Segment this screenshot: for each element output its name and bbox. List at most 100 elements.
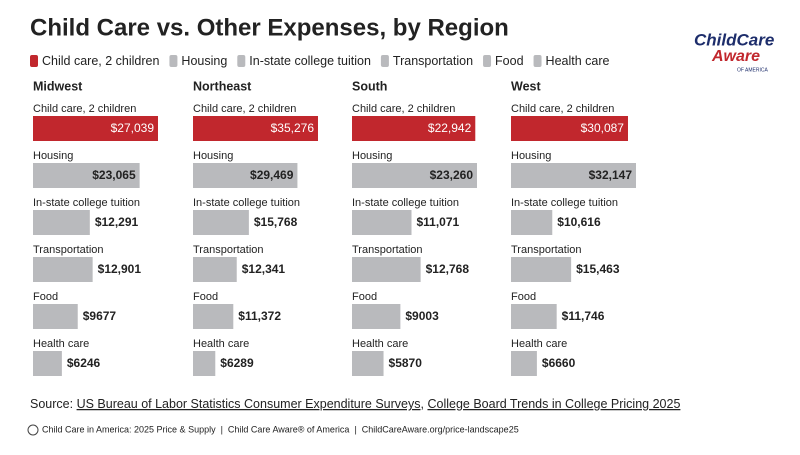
value-label: $12,341 [242,262,286,276]
panel-title: West [511,79,541,93]
value-label: $11,071 [416,215,459,229]
bar [193,116,318,141]
bar [352,304,401,329]
category-label: Food [33,291,58,303]
legend-label: Food [495,54,524,68]
legend-swatch [380,55,389,67]
legend-label: Transportation [393,54,473,68]
category-label: Food [193,291,218,303]
logo-text: OF AMERICA [737,67,769,73]
bar [33,304,78,329]
value-label: $23,065 [92,168,136,182]
category-label: Housing [511,150,551,162]
value-label: $27,039 [111,121,155,135]
source-link[interactable]: College Board Trends in College Pricing … [427,397,680,411]
legend-label: Health care [546,54,610,68]
value-label: $9677 [83,309,117,323]
copyright-icon [27,424,39,436]
bar [352,116,476,141]
chart-title: Child Care vs. Other Expenses, by Region [30,14,509,41]
bar [511,257,572,282]
legend-swatch [237,55,246,67]
value-label: $12,291 [95,215,139,229]
bar [33,210,90,235]
panel-title: South [352,79,387,93]
bar [352,210,412,235]
bar [352,163,477,188]
bar [511,351,537,376]
source-link[interactable]: US Bureau of Labor Statistics Consumer E… [77,397,421,411]
category-label: In-state college tuition [33,197,140,209]
legend-swatch [483,55,492,67]
value-label: $32,147 [589,168,633,182]
category-label: Housing [33,150,73,162]
category-label: Transportation [352,244,423,256]
category-label: Health care [352,338,408,350]
category-label: Food [352,291,377,303]
category-label: Transportation [193,244,264,256]
source: Source: US Bureau of Labor Statistics Co… [30,397,680,411]
category-label: In-state college tuition [511,197,618,209]
bar [352,351,384,376]
legend-label: In-state college tuition [249,54,371,68]
legend-label: Housing [181,54,227,68]
value-label: $30,087 [581,121,625,135]
bar [193,304,234,329]
value-label: $5870 [389,356,423,370]
logo: ChildCare Aware OF AMERICA [694,30,774,73]
category-label: Health care [193,338,249,350]
category-label: Food [511,291,536,303]
bar [511,163,636,188]
value-label: $6289 [220,356,254,370]
bar [511,210,553,235]
legend-swatch [533,55,542,67]
bar [33,163,140,188]
footer: Child Care in America: 2025 Price & Supp… [42,424,519,434]
logo-text: Aware [711,48,760,65]
category-label: Child care, 2 children [193,103,296,115]
value-label: $11,746 [562,309,605,323]
bar [33,351,62,376]
category-label: Child care, 2 children [352,103,455,115]
legend-swatch [169,55,178,67]
category-label: Housing [193,150,233,162]
value-label: $12,901 [98,262,142,276]
bar [193,351,216,376]
value-label: $35,276 [271,121,315,135]
category-label: Health care [511,338,567,350]
legend-swatch [30,55,38,67]
value-label: $12,768 [426,262,470,276]
category-label: Health care [33,338,89,350]
value-label: $9003 [405,309,439,323]
value-label: $15,463 [576,262,620,276]
category-label: Housing [352,150,392,162]
source-label: Source: [30,397,73,411]
legend-label: Child care, 2 children [42,54,159,68]
bar [193,210,249,235]
value-label: $11,372 [238,309,281,323]
bar [511,116,628,141]
value-label: $29,469 [250,168,294,182]
category-label: In-state college tuition [193,197,300,209]
category-label: Child care, 2 children [511,103,614,115]
bar [193,257,237,282]
bar [352,257,421,282]
panel-title: Midwest [33,79,83,93]
value-label: $6246 [67,356,101,370]
category-label: Transportation [511,244,582,256]
bar [33,116,158,141]
category-label: Transportation [33,244,104,256]
value-label: $10,616 [557,215,601,229]
source-separator: , [421,397,424,411]
category-label: In-state college tuition [352,197,459,209]
value-label: $23,260 [430,168,474,182]
bar [33,257,93,282]
value-label: $15,768 [254,215,298,229]
logo-text: ChildCare [694,30,774,49]
panel-title: Northeast [193,79,252,93]
value-label: $22,942 [428,121,472,135]
bar [193,163,298,188]
value-label: $6660 [542,356,576,370]
category-label: Child care, 2 children [33,103,136,115]
